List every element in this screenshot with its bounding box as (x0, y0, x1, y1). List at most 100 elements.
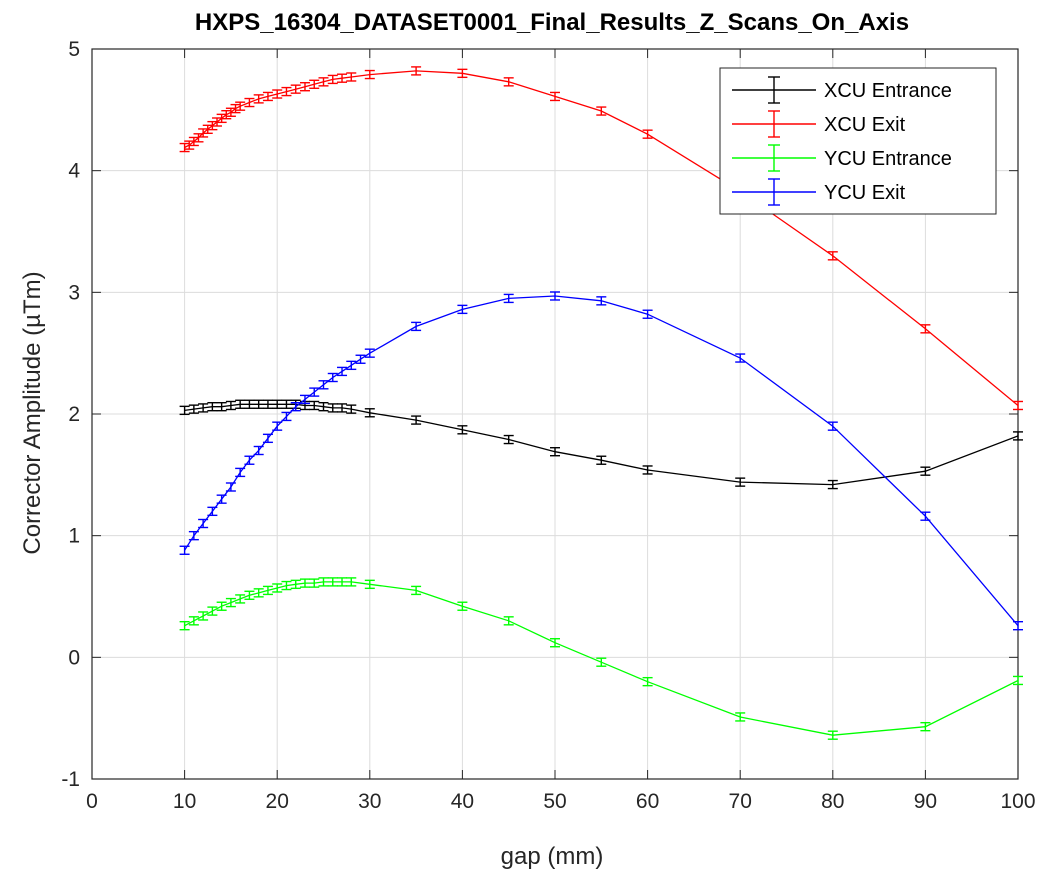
data-point (920, 721, 931, 732)
data-point (299, 82, 310, 92)
data-point (411, 321, 422, 332)
y-tick-label: -1 (61, 768, 80, 791)
legend-item: YCU Entrance (732, 144, 952, 172)
data-point (503, 293, 514, 304)
data-point (642, 676, 653, 687)
data-point (337, 403, 348, 413)
series-ycu-exit (179, 291, 1023, 631)
data-point (309, 79, 320, 89)
data-point (299, 578, 310, 588)
data-point (457, 425, 468, 435)
data-point (346, 404, 357, 414)
data-point (272, 583, 283, 593)
data-point (1013, 621, 1023, 631)
data-point (337, 366, 348, 377)
data-point (216, 601, 227, 611)
data-point (179, 142, 190, 153)
data-point (596, 106, 607, 116)
data-point (221, 109, 232, 120)
legend-item: YCU Exit (732, 178, 906, 206)
data-point (642, 129, 653, 139)
data-point (411, 415, 422, 425)
x-tick-label: 50 (543, 790, 566, 813)
data-point (235, 101, 246, 111)
data-point (457, 304, 468, 315)
data-point (920, 324, 931, 334)
data-point (309, 578, 320, 588)
data-point (262, 585, 273, 596)
y-tick-label: 5 (68, 38, 80, 61)
series-line (184, 403, 1019, 486)
data-point (642, 309, 653, 319)
data-point (262, 399, 273, 409)
data-point (198, 403, 209, 413)
data-point (827, 421, 838, 431)
data-point (1013, 431, 1023, 441)
legend-label: YCU Exit (824, 182, 906, 204)
data-point (253, 445, 264, 456)
chart-title: HXPS_16304_DATASET0001_Final_Results_Z_S… (195, 9, 909, 36)
data-point (346, 360, 357, 371)
data-point (346, 72, 357, 82)
data-point (188, 530, 199, 541)
data-point (327, 403, 338, 413)
data-point (827, 251, 838, 261)
data-point (364, 579, 375, 590)
data-point (281, 411, 292, 422)
data-point (318, 77, 329, 87)
data-point (216, 402, 227, 412)
data-point (411, 585, 422, 596)
x-tick-label: 30 (358, 790, 381, 813)
data-point (207, 402, 218, 412)
data-point (290, 84, 301, 94)
data-point (827, 730, 838, 740)
data-point (1013, 400, 1023, 411)
legend-label: YCU Entrance (824, 148, 952, 170)
y-axis-label: Corrector Amplitude (µTm) (19, 271, 46, 554)
x-tick-label: 10 (173, 790, 196, 813)
data-point (207, 506, 218, 517)
data-point (272, 421, 283, 431)
data-point (253, 588, 264, 598)
data-point (550, 638, 560, 648)
x-tick-label: 100 (1000, 790, 1035, 813)
data-point (411, 66, 422, 76)
data-point (596, 455, 607, 465)
data-point (355, 354, 366, 364)
data-point (198, 611, 209, 621)
data-point (318, 380, 329, 390)
legend-label: XCU Entrance (824, 80, 952, 102)
series-line (184, 70, 1019, 407)
y-tick-label: 3 (68, 281, 80, 304)
data-point (457, 68, 468, 79)
data-point (193, 133, 204, 143)
data-point (179, 621, 190, 631)
x-tick-label: 20 (266, 790, 289, 813)
data-point (735, 712, 746, 722)
data-point (281, 580, 292, 591)
x-tick-label: 40 (451, 790, 474, 813)
data-point (920, 466, 931, 476)
y-tick-label: 4 (68, 160, 80, 183)
data-point (262, 91, 273, 102)
data-point (179, 405, 190, 416)
data-point (596, 296, 607, 306)
data-point (253, 94, 264, 104)
data-point (503, 77, 514, 87)
data-point (244, 590, 255, 600)
data-point (309, 400, 320, 411)
data-point (364, 408, 375, 418)
data-point (272, 399, 283, 409)
data-point (503, 616, 514, 626)
data-point (735, 353, 746, 363)
x-tick-label: 0 (86, 790, 98, 813)
series-xcu-entrance (179, 399, 1023, 490)
legend-item: XCU Exit (732, 110, 906, 138)
data-point (827, 479, 838, 490)
data-point (262, 433, 273, 444)
x-tick-label: 60 (636, 790, 659, 813)
data-point (290, 579, 301, 590)
data-point (281, 86, 292, 97)
data-point (364, 69, 375, 80)
